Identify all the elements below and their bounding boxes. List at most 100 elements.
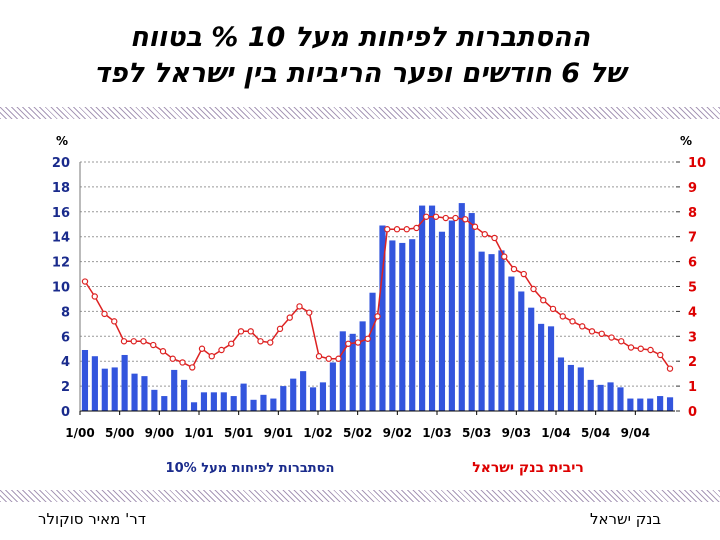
rate-point xyxy=(549,305,557,313)
rate-point xyxy=(403,226,410,233)
x-axis-tick-label: 1/02 xyxy=(303,426,332,440)
bar xyxy=(260,394,267,411)
right-axis-unit: % xyxy=(680,134,692,148)
bar xyxy=(399,242,406,411)
bar xyxy=(91,356,98,411)
slide-title-line-1: ההסתברות לפיחות מעל 10 % בטווח xyxy=(129,22,590,53)
rate-point xyxy=(637,345,644,352)
rate-point xyxy=(101,310,108,318)
bar xyxy=(438,231,446,411)
rate-point xyxy=(393,226,401,233)
rate-point xyxy=(169,355,176,362)
bar xyxy=(181,379,188,411)
footer-author: דר' מאיר סוקולר xyxy=(38,510,146,528)
bar xyxy=(647,398,654,411)
rate-point xyxy=(91,293,98,300)
rate-point xyxy=(364,335,371,342)
left-axis-tick-label: 8 xyxy=(61,305,70,320)
x-axis-tick-label: 5/00 xyxy=(105,426,134,440)
bar xyxy=(458,203,465,411)
right-axis-tick-label: 1 xyxy=(688,380,697,395)
left-axis-tick-label: 2 xyxy=(61,380,70,395)
bar xyxy=(528,307,535,411)
bar xyxy=(171,369,178,411)
bar xyxy=(250,399,257,411)
bar xyxy=(359,321,366,411)
rate-point xyxy=(618,338,625,345)
right-axis-tick-label: 6 xyxy=(688,256,697,271)
bar xyxy=(329,362,336,411)
x-axis-tick-label: 1/01 xyxy=(184,426,213,440)
bar xyxy=(657,396,664,411)
bar xyxy=(419,205,426,411)
slide-title-line-2: של 6 חודשים ופער הריביות בין ישראל לפד xyxy=(93,58,626,89)
bar xyxy=(617,387,624,411)
bar xyxy=(627,398,634,411)
right-axis-tick-label: 2 xyxy=(688,355,697,370)
rate-point xyxy=(510,265,518,273)
rate-point xyxy=(442,214,449,222)
rate-point xyxy=(491,234,498,242)
rate-point xyxy=(228,340,235,347)
bar xyxy=(508,276,515,411)
bar xyxy=(468,213,475,411)
bar xyxy=(637,398,644,411)
rate-point xyxy=(335,355,342,362)
x-axis-tick-label: 9/00 xyxy=(145,426,174,440)
rate-point xyxy=(657,351,664,359)
bar xyxy=(498,250,505,411)
footer-organization: בנק ישראל xyxy=(590,510,662,528)
bar xyxy=(240,383,247,411)
bar xyxy=(557,357,565,411)
right-axis-tick-label: 3 xyxy=(688,330,697,345)
rate-point xyxy=(413,224,420,232)
rate-point xyxy=(569,318,576,325)
bar xyxy=(379,225,386,411)
rate-point xyxy=(140,338,147,345)
bar xyxy=(300,371,307,411)
left-axis-tick-label: 20 xyxy=(52,156,70,171)
rate-point xyxy=(120,338,128,345)
bar xyxy=(200,392,208,411)
rate-point xyxy=(627,344,635,351)
bar xyxy=(567,364,574,411)
bar xyxy=(290,378,297,411)
right-axis-tick-label: 5 xyxy=(688,281,697,296)
rate-point xyxy=(257,338,264,345)
rate-point xyxy=(237,328,245,335)
bar xyxy=(518,291,525,411)
rate-point xyxy=(286,314,293,321)
x-axis-tick-label: 9/03 xyxy=(502,426,531,440)
bar xyxy=(270,398,277,411)
bar xyxy=(409,239,416,411)
rate-point xyxy=(247,328,254,335)
rate-point xyxy=(218,346,225,354)
bar xyxy=(81,349,89,411)
rate-point xyxy=(354,339,362,346)
left-axis-tick-label: 16 xyxy=(52,206,70,221)
rate-point xyxy=(81,278,89,285)
x-axis-tick-label: 5/02 xyxy=(343,426,372,440)
bar xyxy=(111,367,118,411)
bar xyxy=(607,382,614,411)
bar xyxy=(121,354,128,411)
x-axis-tick-label: 9/04 xyxy=(621,426,650,440)
x-axis-tick-label: 1/00 xyxy=(65,426,94,440)
rate-point xyxy=(296,303,303,310)
left-axis-unit: % xyxy=(56,134,68,148)
bar xyxy=(538,323,545,411)
bar xyxy=(597,384,604,411)
rate-point xyxy=(666,365,674,372)
left-axis-tick-label: 14 xyxy=(52,231,70,246)
rate-point xyxy=(208,353,215,360)
rate-point xyxy=(276,325,284,333)
rate-series-line xyxy=(84,216,671,370)
left-axis-tick-label: 0 xyxy=(61,405,70,420)
rate-point xyxy=(462,216,469,223)
rate-point xyxy=(159,348,167,355)
bar xyxy=(547,326,555,411)
rate-point xyxy=(432,213,440,220)
bar xyxy=(220,392,227,411)
rate-point xyxy=(579,323,586,330)
